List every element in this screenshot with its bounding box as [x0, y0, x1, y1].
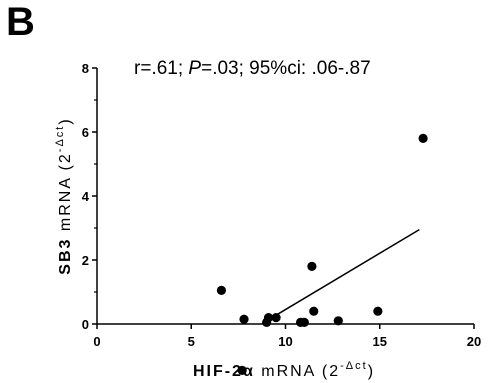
data-points [216, 133, 428, 375]
x-axis-label-unit: mRNA (2 [255, 363, 340, 380]
fit-line-group [266, 228, 420, 322]
data-point [216, 285, 227, 295]
ticks: 0 5 10 15 20 0 2 4 6 8 [82, 61, 481, 349]
y-tick-label: 8 [82, 61, 89, 76]
data-point [307, 261, 317, 271]
regression-line [266, 228, 420, 322]
y-tick-label: 4 [82, 189, 90, 204]
y-axis-label-exponent: -Δct [54, 125, 66, 153]
x-tick-label: 20 [467, 334, 481, 349]
data-point [299, 317, 309, 327]
panel-label: B [6, 0, 35, 44]
y-axis-label-close: ) [57, 117, 74, 124]
y-tick-label: 6 [82, 125, 89, 140]
data-point [418, 133, 428, 143]
y-axis-label: SB3 mRNA (2-Δct) [54, 117, 74, 274]
x-tick-label: 5 [188, 334, 195, 349]
x-tick-label: 0 [93, 334, 100, 349]
x-tick-label: 15 [373, 334, 387, 349]
axes [96, 68, 474, 325]
data-point [263, 313, 274, 323]
y-axis-label-unit: mRNA (2 [57, 152, 74, 237]
data-point [373, 306, 383, 316]
data-point [271, 313, 281, 323]
y-tick-label: 2 [82, 253, 89, 268]
r-value: r=.61; [134, 58, 184, 79]
x-axis-label-close: ) [368, 363, 375, 380]
y-tick-label: 0 [82, 317, 89, 332]
data-point [309, 306, 319, 316]
x-axis-label: HIF-2α mRNA (2-Δct) [193, 360, 375, 380]
confidence-interval: 95%ci: .06-.87 [249, 58, 371, 79]
correlation-annotation: r=.61; P=.03; 95%ci: .06-.87 [134, 58, 371, 80]
x-axis-label-exponent: -Δct [340, 360, 368, 372]
data-point [333, 316, 343, 326]
data-point [237, 365, 247, 375]
x-axis-label-gene: HIF-2α [193, 363, 255, 380]
y-axis-label-gene: SB3 [57, 238, 74, 275]
p-label: P [188, 58, 202, 79]
x-tick-label: 10 [278, 334, 292, 349]
p-value: =.03; [201, 58, 244, 79]
data-point [239, 314, 249, 324]
